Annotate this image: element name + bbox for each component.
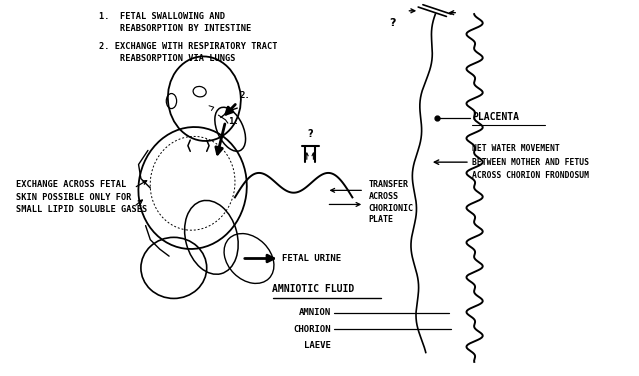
Text: PLACENTA: PLACENTA <box>472 112 520 123</box>
Text: EXCHANGE ACROSS FETAL
SKIN POSSIBLE ONLY FOR
SMALL LIPID SOLUBLE GASES: EXCHANGE ACROSS FETAL SKIN POSSIBLE ONLY… <box>17 180 148 214</box>
Text: AMNION: AMNION <box>299 308 331 317</box>
Text: AMNIOTIC FLUID: AMNIOTIC FLUID <box>272 284 355 294</box>
Text: 2. EXCHANGE WITH RESPIRATORY TRACT
    REABSORPTION VIA LUNGS: 2. EXCHANGE WITH RESPIRATORY TRACT REABS… <box>98 42 277 63</box>
Text: BETWEEN MOTHER AND FETUS: BETWEEN MOTHER AND FETUS <box>472 158 589 167</box>
Text: 2.: 2. <box>240 91 250 100</box>
Text: FETAL URINE: FETAL URINE <box>282 254 341 263</box>
Text: 1.  FETAL SWALLOWING AND
    REABSORPTION BY INTESTINE: 1. FETAL SWALLOWING AND REABSORPTION BY … <box>98 12 251 33</box>
Text: ?: ? <box>307 129 313 139</box>
Text: LAEVE: LAEVE <box>304 341 331 350</box>
Text: TRANSFER
ACROSS
CHORIONIC
PLATE: TRANSFER ACROSS CHORIONIC PLATE <box>369 180 414 224</box>
Text: CHORION: CHORION <box>294 324 331 334</box>
Text: NET WATER MOVEMENT: NET WATER MOVEMENT <box>472 144 560 153</box>
Text: 1.: 1. <box>228 117 239 126</box>
Text: ACROSS CHORION FRONDOSUM: ACROSS CHORION FRONDOSUM <box>472 171 589 180</box>
Text: ?: ? <box>389 18 396 29</box>
